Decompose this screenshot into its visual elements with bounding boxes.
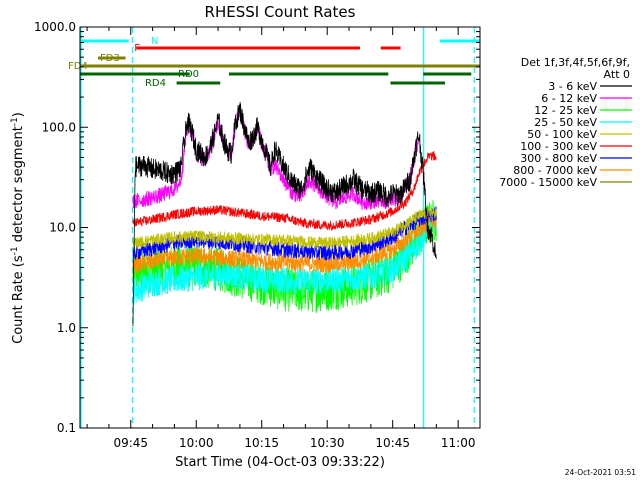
series-3-6-kev [132,101,437,327]
attenuator-state-bars: NF FD3 FD4 RD0 RD4 [68,36,480,89]
y-tick-label: 1000.0 [34,20,76,34]
state-label-n: N [151,36,158,47]
series-800-7000-kev [132,212,437,274]
state-label-rd4: RD4 [145,78,166,89]
legend-entry-50-100-kev: 50 - 100 keV [527,128,597,141]
x-tick-label: 10:00 [179,436,214,450]
x-axis-label: Start Time (04-Oct-03 09:33:22) [175,455,385,470]
legend-header-attenuator: Att 0 [604,68,630,81]
legend: Det 1f,3f,4f,5f,6f,9f, Att 0 3 - 6 keV6 … [499,56,632,189]
legend-entry-25-50-kev: 25 - 50 keV [534,116,597,129]
series-25-50-kev [132,205,437,305]
legend-entry-6-12-kev: 6 - 12 keV [541,92,597,105]
count-rate-series [132,101,437,327]
y-tick-label: 1.0 [57,321,76,335]
x-tick-label: 10:30 [310,436,345,450]
chart-title: RHESSI Count Rates [205,3,356,21]
y-tick-label: 0.1 [57,421,76,435]
x-tick-label: 10:45 [375,436,410,450]
state-label-fd4: FD4 [68,61,88,72]
series-100-300-kev [132,151,437,232]
y-axis-label: Count Rate (s-1 detector segment-1) [10,112,26,344]
legend-entry-100-300-kev: 100 - 300 keV [520,140,597,153]
x-tick-label: 09:45 [113,436,148,450]
state-label-rd0: RD0 [178,69,199,80]
legend-entry-12-25-kev: 12 - 25 keV [534,104,597,117]
y-tick-label: 10.0 [49,221,76,235]
series-6-12-kev [132,106,419,210]
x-tick-label: 10:15 [244,436,279,450]
state-label-f: F [134,43,140,54]
legend-header-detectors: Det 1f,3f,4f,5f,6f,9f, [521,56,630,69]
legend-entry-3-6-kev: 3 - 6 keV [548,80,597,93]
series-50-100-kev [132,207,437,250]
x-tick-label: 11:00 [441,436,476,450]
legend-entry-300-800-kev: 300 - 800 keV [520,152,597,165]
generation-timestamp: 24-Oct-2021 03:51 [565,468,636,477]
state-label-fd3: FD3 [100,53,120,64]
legend-entry-7000-15000-kev: 7000 - 15000 keV [499,176,597,189]
legend-entry-800-7000-kev: 800 - 7000 keV [513,164,597,177]
y-tick-label: 100.0 [42,120,76,134]
axes: 0.1 1.0 10.0 100.0 1000.0 09:45 10:00 10:15 10:3… [34,20,481,450]
